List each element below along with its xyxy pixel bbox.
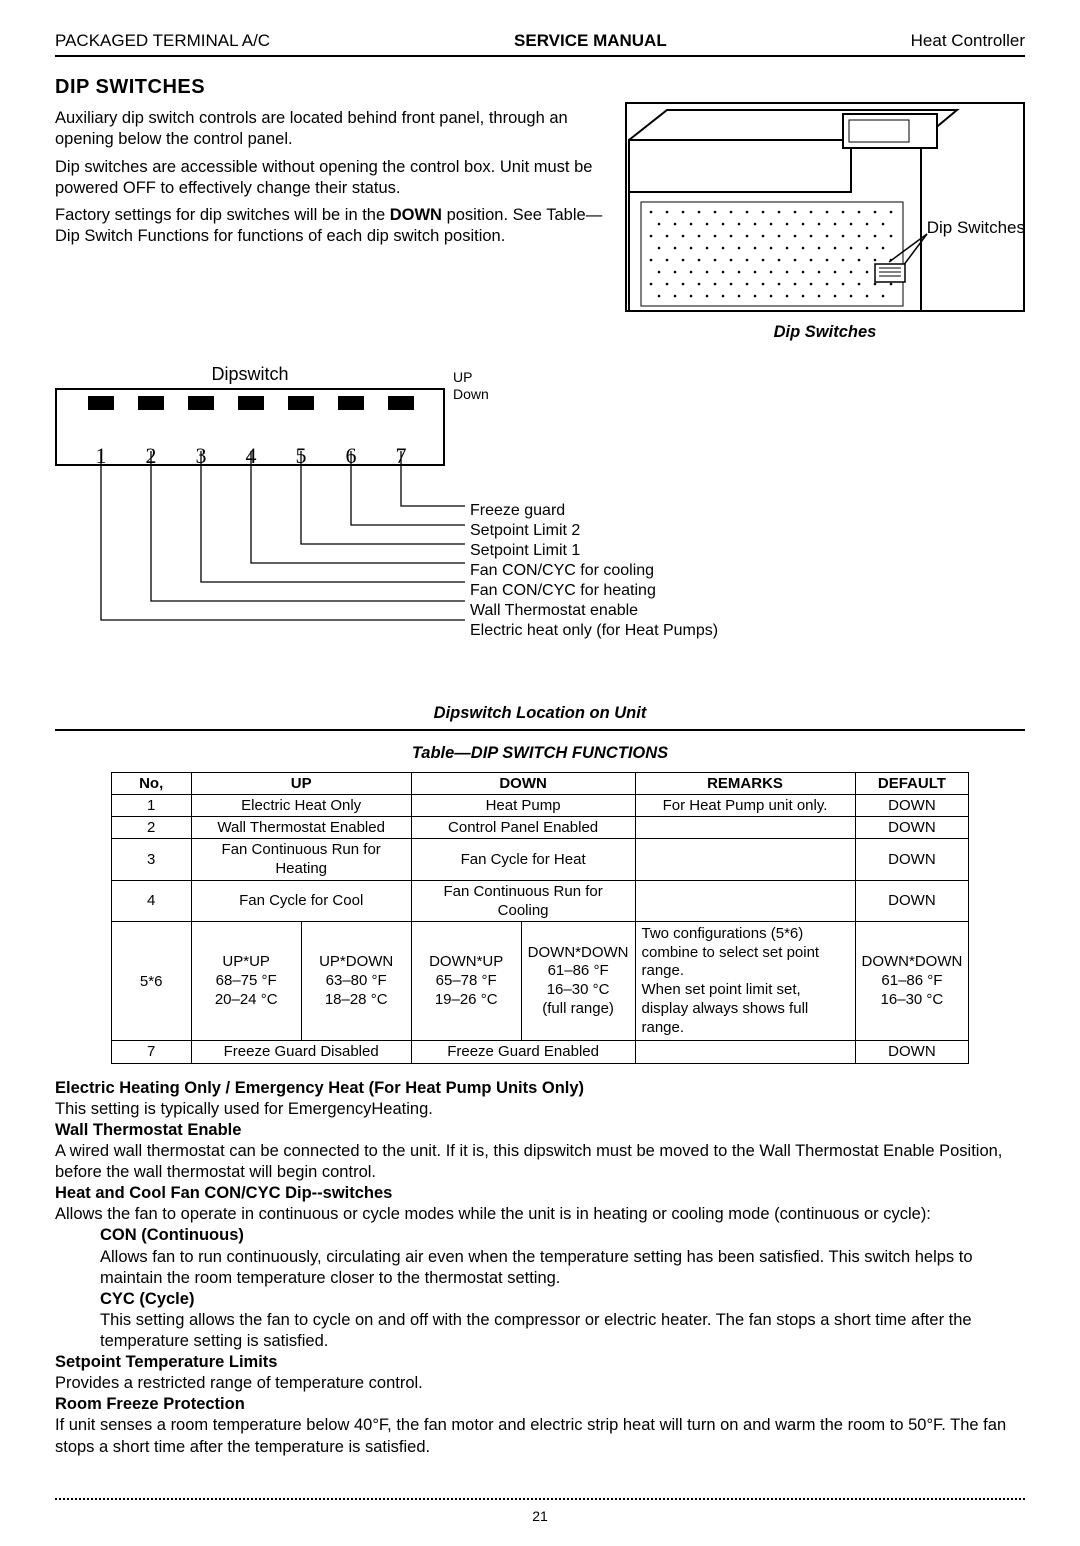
unit-caption: Dip Switches — [625, 322, 1025, 343]
dipswitch-caption: Dipswitch Location on Unit — [55, 703, 1025, 724]
desc-h3: Heat and Cool Fan CON/CYC Dip--switches — [55, 1184, 392, 1202]
page-number: 21 — [55, 1508, 1025, 1526]
lead-label: Setpoint Limit 1 — [470, 541, 718, 561]
lead-label: Fan CON/CYC for heating — [470, 581, 718, 601]
footer-rule — [55, 1498, 1025, 1500]
header-right: Heat Controller — [911, 30, 1025, 52]
desc-t2: A wired wall thermostat can be connected… — [55, 1141, 1025, 1183]
intro-block: Auxiliary dip switch controls are locate… — [55, 102, 1025, 343]
unit-callout: Dip Switches — [927, 217, 1025, 239]
page-header: PACKAGED TERMINAL A/C SERVICE MANUAL Hea… — [55, 30, 1025, 57]
desc-h3b: CYC (Cycle) — [100, 1290, 194, 1308]
intro-p1: Auxiliary dip switch controls are locate… — [55, 108, 605, 150]
lead-label: Setpoint Limit 2 — [470, 521, 718, 541]
header-left: PACKAGED TERMINAL A/C — [55, 30, 270, 52]
lead-label: Wall Thermostat enable — [470, 601, 718, 621]
divider — [55, 729, 1025, 731]
desc-h5: Room Freeze Protection — [55, 1395, 245, 1413]
desc-t3: Allows the fan to operate in continuous … — [55, 1204, 1025, 1225]
header-center: SERVICE MANUAL — [514, 30, 667, 52]
desc-h3a: CON (Continuous) — [100, 1226, 244, 1244]
desc-h2: Wall Thermostat Enable — [55, 1121, 241, 1139]
intro-p3: Factory settings for dip switches will b… — [55, 205, 605, 247]
unit-figure: [] — [625, 102, 1025, 312]
dipswitch-diagram: Dipswitch 1234567 UP Down Freeze guardSe… — [55, 363, 1025, 703]
lead-label: Freeze guard — [470, 501, 718, 521]
intro-p2: Dip switches are accessible without open… — [55, 157, 605, 199]
dipswitch-title: Dipswitch — [55, 363, 445, 386]
lead-label: Electric heat only (for Heat Pumps) — [470, 621, 718, 641]
desc-t1: This setting is typically used for Emerg… — [55, 1099, 1025, 1120]
unit-illustration: [] — [627, 104, 1025, 312]
desc-t3b: This setting allows the fan to cycle on … — [100, 1310, 1025, 1352]
desc-h4: Setpoint Temperature Limits — [55, 1353, 277, 1371]
desc-t4: Provides a restricted range of temperatu… — [55, 1373, 1025, 1394]
desc-t5: If unit senses a room temperature below … — [55, 1415, 1025, 1457]
table-caption: Table—DIP SWITCH FUNCTIONS — [55, 743, 1025, 764]
lead-labels: Freeze guardSetpoint Limit 2Setpoint Lim… — [470, 501, 718, 641]
updown-labels: UP Down — [453, 369, 489, 403]
desc-t3a: Allows fan to run continuously, circulat… — [100, 1247, 1025, 1289]
desc-h1: Electric Heating Only / Emergency Heat (… — [55, 1079, 584, 1097]
descriptions: Electric Heating Only / Emergency Heat (… — [55, 1078, 1025, 1458]
section-title: DIP SWITCHES — [55, 75, 1025, 101]
lead-label: Fan CON/CYC for cooling — [470, 561, 718, 581]
dip-switch-table: No,UPDOWNREMARKSDEFAULT1Electric Heat On… — [111, 772, 970, 1064]
